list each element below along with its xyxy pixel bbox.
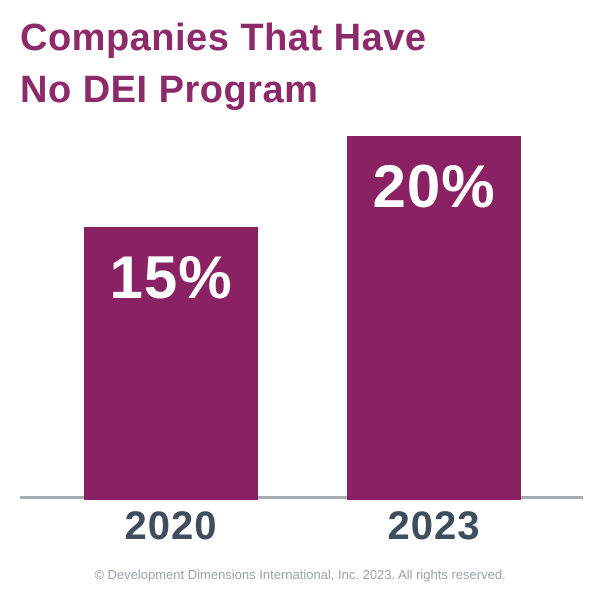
chart-title: Companies That Have No DEI Program (20, 17, 427, 111)
copyright-note: © Development Dimensions International, … (94, 567, 506, 582)
bar-2020: 15% (84, 227, 258, 500)
bar-value-label-2023: 20% (372, 153, 496, 220)
x-axis-label-2023: 2023 (387, 504, 481, 548)
x-axis-line (20, 496, 583, 499)
bar-2023: 20% (347, 136, 521, 500)
x-axis-label-2020: 2020 (124, 504, 218, 548)
bar-value-label-2020: 15% (109, 244, 233, 311)
